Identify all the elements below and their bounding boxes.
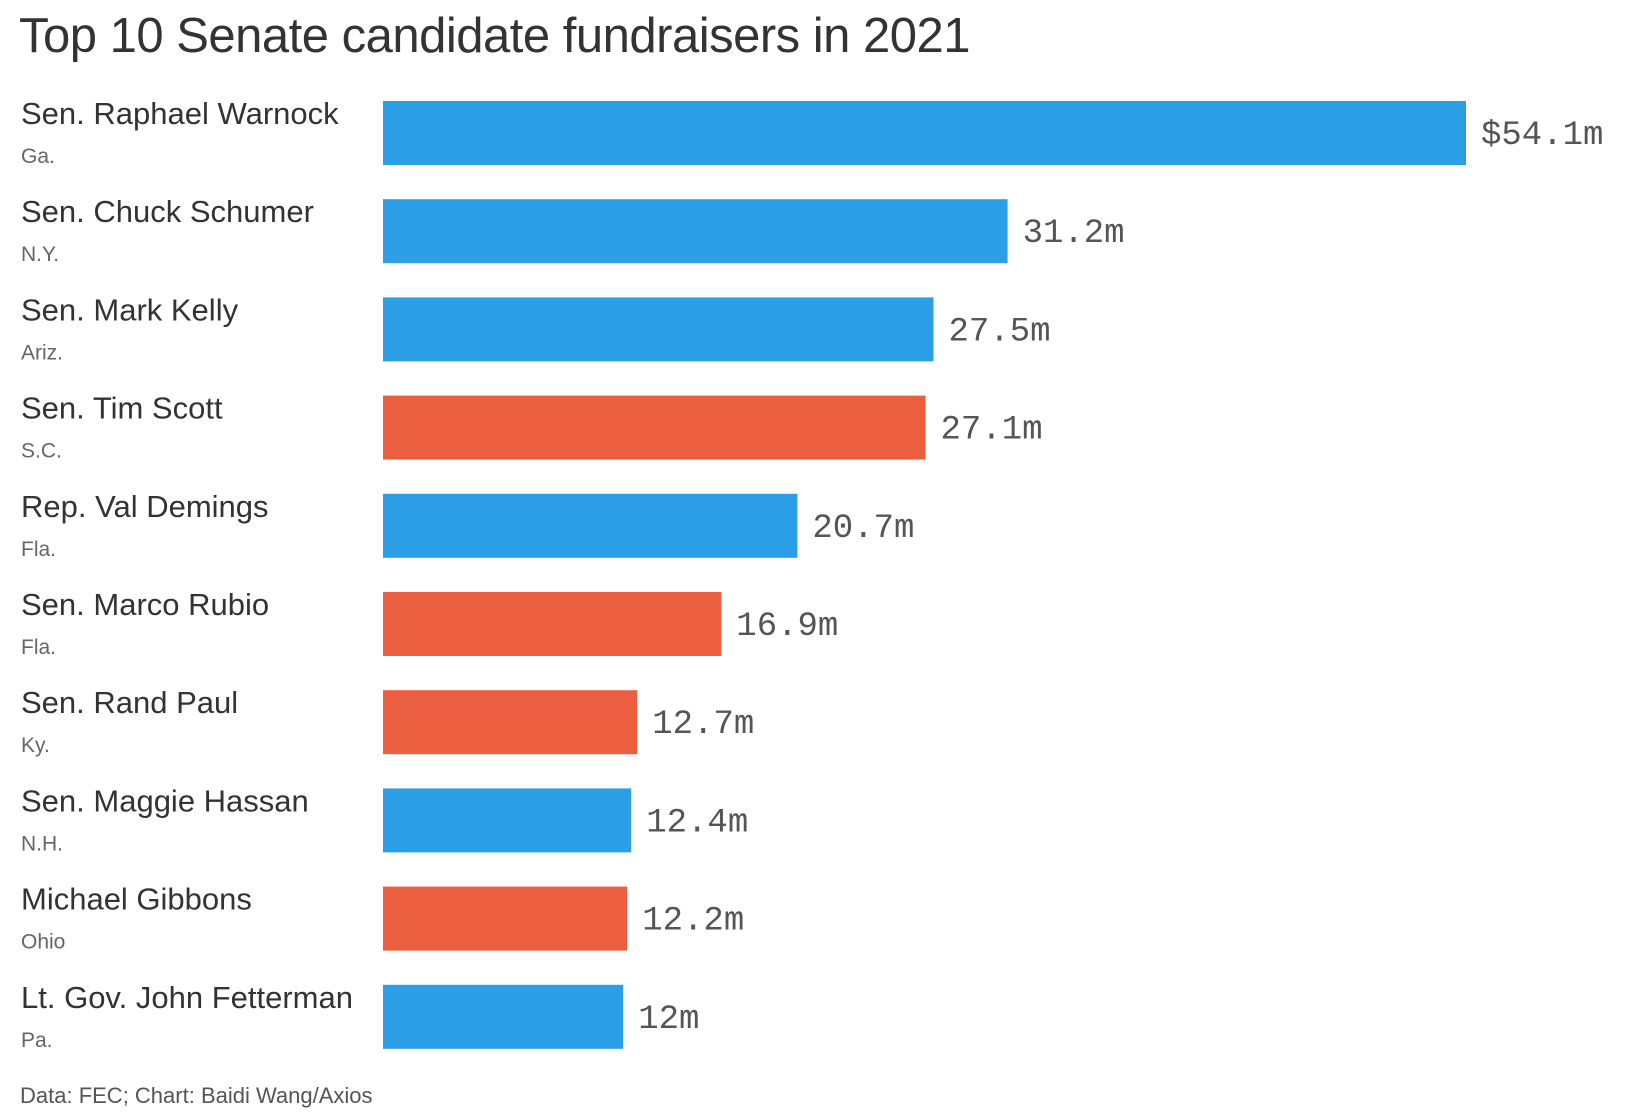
- state-label: Ariz.: [21, 341, 63, 364]
- bar-row: Sen. Maggie Hassan N.H. 12.4m: [21, 783, 748, 855]
- value-label: 27.1m: [941, 412, 1043, 450]
- bar: [383, 690, 638, 755]
- bar-row: Sen. Marco Rubio Fla. 16.9m: [21, 587, 838, 659]
- bar-row: Sen. Mark Kelly Ariz. 27.5m: [21, 292, 1051, 364]
- state-label: Fla.: [21, 538, 56, 561]
- candidate-name-label: Sen. Tim Scott: [21, 391, 223, 426]
- bar-row: Michael Gibbons Ohio 12.2m: [21, 882, 744, 954]
- value-label: 31.2m: [1023, 215, 1125, 253]
- candidate-name-label: Sen. Mark Kelly: [21, 292, 239, 327]
- candidate-name-label: Sen. Maggie Hassan: [21, 783, 309, 818]
- bar: [383, 886, 628, 951]
- candidate-name-label: Sen. Chuck Schumer: [21, 194, 314, 229]
- state-label: Ohio: [21, 931, 65, 954]
- bar-row: Lt. Gov. John Fetterman Pa. 12m: [21, 980, 699, 1052]
- state-label: Pa.: [21, 1029, 53, 1052]
- bar: [383, 297, 934, 362]
- chart-title: Top 10 Senate candidate fundraisers in 2…: [19, 9, 971, 63]
- bar: [383, 493, 798, 558]
- candidate-name-label: Sen. Marco Rubio: [21, 587, 269, 622]
- bar: [383, 101, 1466, 165]
- bar-row: Rep. Val Demings Fla. 20.7m: [21, 489, 914, 561]
- value-label: 12.7m: [652, 706, 754, 744]
- bar-row: Sen. Rand Paul Ky. 12.7m: [21, 685, 754, 757]
- bar-row: Sen. Raphael Warnock Ga. $54.1m: [21, 96, 1603, 168]
- candidate-name-label: Sen. Raphael Warnock: [21, 96, 339, 131]
- candidate-name-label: Sen. Rand Paul: [21, 685, 238, 720]
- state-label: N.H.: [21, 832, 63, 855]
- value-label: 27.5m: [949, 313, 1051, 351]
- bar: [383, 984, 624, 1049]
- candidate-name-label: Rep. Val Demings: [21, 489, 269, 524]
- candidate-name-label: Lt. Gov. John Fetterman: [21, 980, 353, 1015]
- bar: [383, 592, 722, 656]
- state-label: Ky.: [21, 734, 50, 757]
- candidate-name-label: Michael Gibbons: [21, 882, 252, 917]
- value-label: $54.1m: [1481, 117, 1603, 155]
- bar: [383, 199, 1008, 264]
- bar-row: Sen. Chuck Schumer N.Y. 31.2m: [21, 194, 1125, 266]
- source-note: Data: FEC; Chart: Baidi Wang/Axios: [20, 1083, 373, 1108]
- state-label: N.Y.: [21, 243, 59, 266]
- bar: [383, 788, 632, 853]
- state-label: Ga.: [21, 145, 55, 168]
- value-label: 20.7m: [812, 510, 914, 548]
- value-label: 16.9m: [736, 608, 838, 646]
- state-label: S.C.: [21, 440, 62, 463]
- value-label: 12.2m: [642, 903, 744, 941]
- value-label: 12m: [638, 1001, 699, 1039]
- value-label: 12.4m: [646, 804, 748, 842]
- state-label: Fla.: [21, 636, 56, 659]
- bar-row: Sen. Tim Scott S.C. 27.1m: [21, 391, 1043, 463]
- bar: [383, 395, 926, 460]
